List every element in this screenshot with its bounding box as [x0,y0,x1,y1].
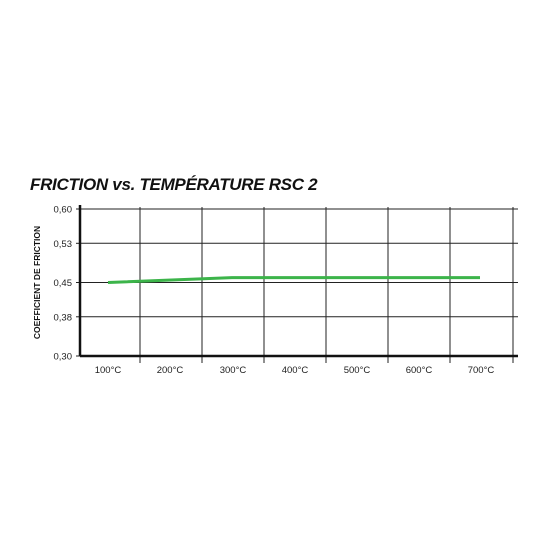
x-tick-label: 700°C [468,365,495,376]
y-tick-label: 0,53 [54,239,73,250]
y-tick-label: 0,38 [54,312,73,323]
x-tick-label: 300°C [220,365,247,376]
x-tick-label: 500°C [344,365,371,376]
x-tick-label: 400°C [282,365,309,376]
y-axis-label: COEFFICIENT DE FRICTION [32,226,42,339]
y-tick-label: 0,45 [54,278,73,289]
x-tick-label: 600°C [406,365,433,376]
friction-series-line [107,276,480,284]
x-tick-label: 100°C [95,365,122,376]
x-tick-label: 200°C [157,365,184,376]
chart-title: FRICTION vs. TEMPÉRATURE RSC 2 [30,175,318,194]
y-tick-label: 0,30 [54,352,73,363]
y-tick-label: 0,60 [54,205,73,216]
